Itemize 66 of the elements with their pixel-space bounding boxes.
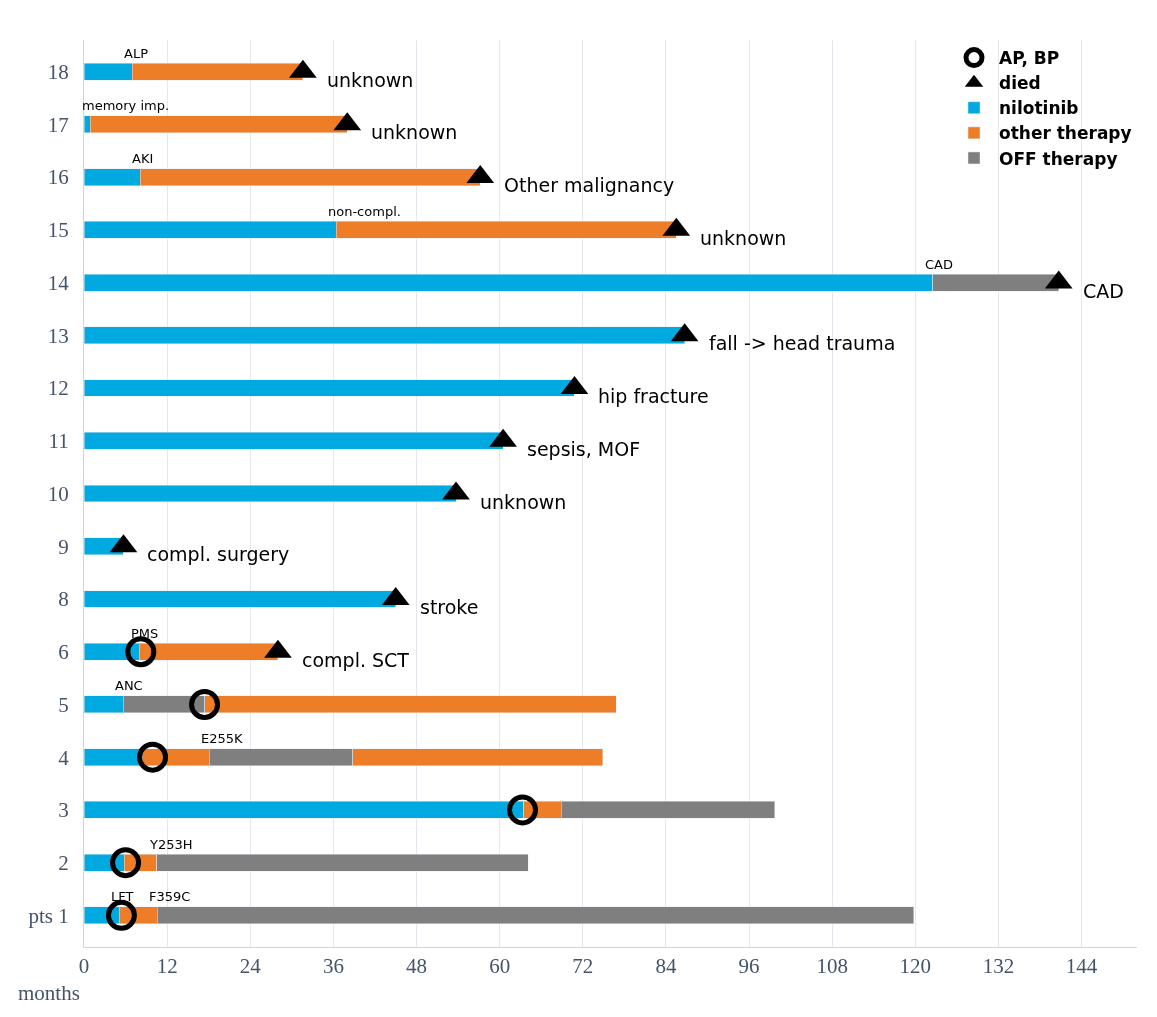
annotation: hip fracture <box>598 385 709 407</box>
x-tick-label: 12 <box>156 954 178 979</box>
x-tick-label: 96 <box>738 954 760 979</box>
x-tick-label: 72 <box>572 954 594 979</box>
y-tick-label: 18 <box>47 59 69 84</box>
annotation: CAD <box>1083 280 1124 302</box>
annotation: unknown <box>371 121 458 143</box>
y-tick-label: 5 <box>58 692 69 717</box>
y-tick-label: 17 <box>47 112 69 137</box>
annotation: PMS <box>131 626 159 641</box>
x-tick-label: 144 <box>1065 954 1098 979</box>
bar <box>84 748 143 766</box>
point <box>110 847 142 879</box>
y-tick-label: 13 <box>47 323 69 348</box>
annotation: CAD <box>925 257 953 272</box>
annotation: E255K <box>201 731 244 746</box>
annotation: unknown <box>327 69 414 91</box>
annotation: fall -> head trauma <box>709 332 896 354</box>
legend-label: other therapy <box>999 123 1132 144</box>
y-tick-label: pts 1 <box>28 903 69 928</box>
annotation: compl. SCT <box>302 649 410 671</box>
x-tick-label: 60 <box>489 954 511 979</box>
annotation: Y253H <box>149 837 193 852</box>
x-tick-label: 48 <box>406 954 428 979</box>
point <box>137 741 169 773</box>
x-tick-label: 108 <box>816 954 848 979</box>
y-tick-label: 15 <box>47 218 69 243</box>
y-tick-label: 14 <box>47 270 70 295</box>
x-axis-title: months <box>18 981 80 1005</box>
point <box>507 794 539 826</box>
point <box>105 899 137 931</box>
x-tick-label: 36 <box>322 954 344 979</box>
y-tick-label: 8 <box>58 587 69 612</box>
y-tick-label: 2 <box>58 850 69 875</box>
legend-label: died <box>999 73 1041 94</box>
annotation: stroke <box>420 596 479 618</box>
y-tick-label: 12 <box>47 376 69 401</box>
x-tick-label: 84 <box>655 954 677 979</box>
y-tick-label: 3 <box>58 798 69 823</box>
point <box>189 688 221 720</box>
point <box>125 636 157 668</box>
y-tick-label: 6 <box>58 640 69 665</box>
legend-label: nilotinib <box>999 98 1079 119</box>
annotation: sepsis, MOF <box>527 438 641 460</box>
y-tick-label: 11 <box>48 429 69 454</box>
annotation: Other malignancy <box>504 174 675 196</box>
annotation: unknown <box>700 227 787 249</box>
x-tick-label: 24 <box>239 954 262 979</box>
annotation: LFT <box>111 889 134 904</box>
annotation: AKI <box>132 151 154 166</box>
x-tick-label: 0 <box>78 954 90 979</box>
legend-label: AP, BP <box>999 48 1060 69</box>
annotation: ANC <box>115 678 143 693</box>
x-tick-label: 132 <box>982 954 1015 979</box>
y-tick-label: 9 <box>58 534 69 559</box>
y-tick-label: 16 <box>47 165 69 190</box>
y-tick-label: 4 <box>58 745 70 770</box>
annotation: F359C <box>149 889 191 904</box>
annotation: unknown <box>480 491 567 513</box>
y-tick-label: 10 <box>47 481 69 506</box>
x-tick-label: 120 <box>899 954 932 979</box>
annotation: ALP <box>124 46 149 61</box>
annotation: memory imp. <box>82 98 170 113</box>
annotation: non-compl. <box>328 204 401 219</box>
legend-label: OFF therapy <box>999 148 1118 169</box>
annotation: compl. surgery <box>147 543 290 565</box>
